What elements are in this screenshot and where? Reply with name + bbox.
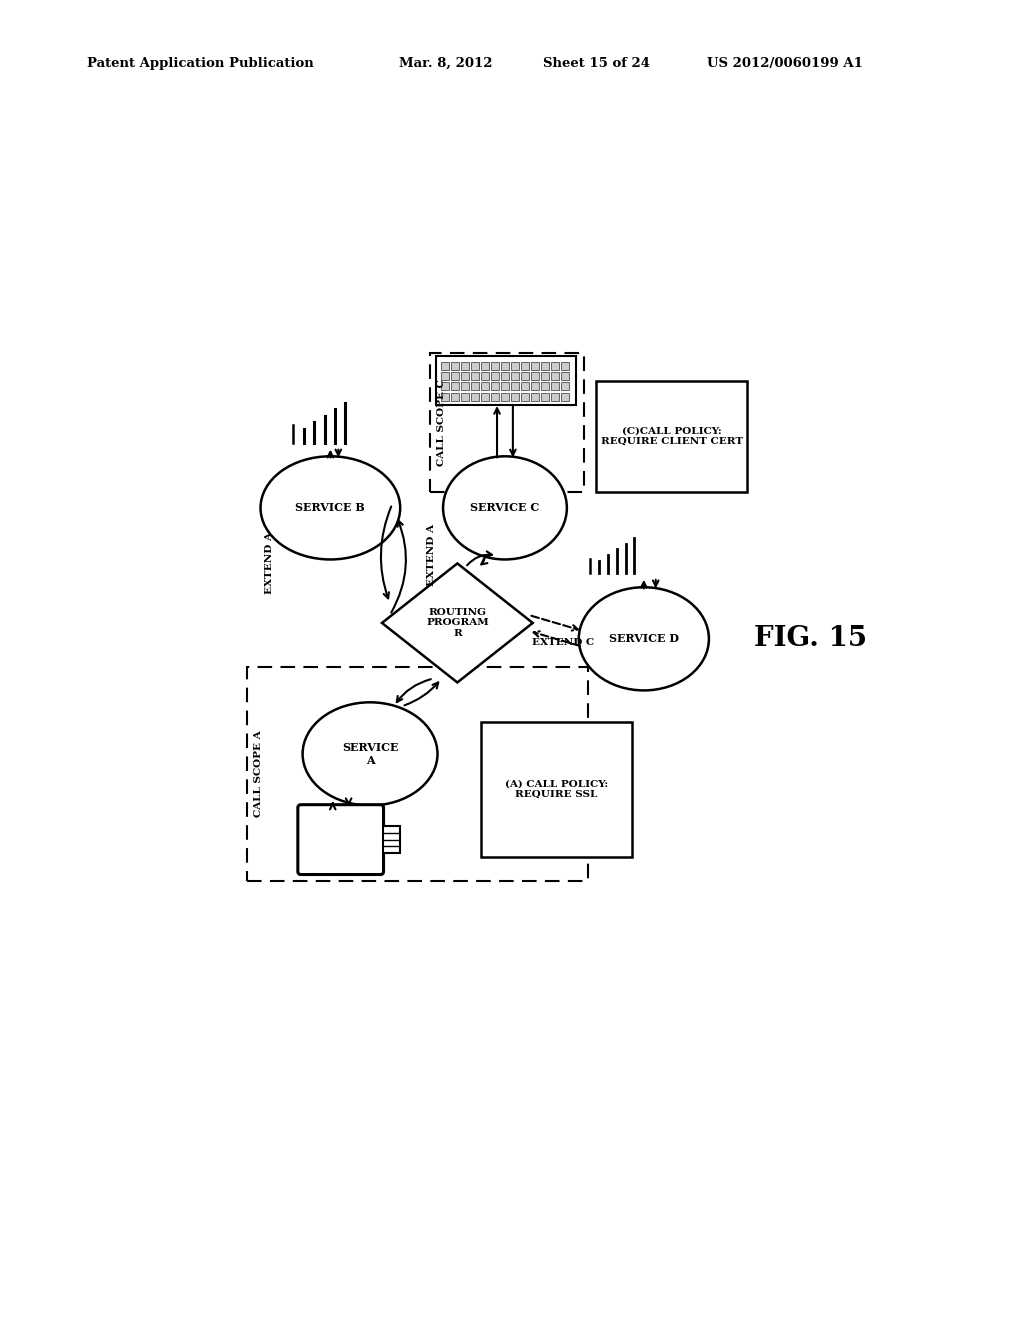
Bar — [531, 372, 539, 380]
Bar — [492, 383, 499, 391]
Ellipse shape — [260, 457, 400, 560]
Bar — [452, 372, 460, 380]
Text: SERVICE C: SERVICE C — [470, 503, 540, 513]
Bar — [471, 392, 479, 401]
Bar — [541, 372, 549, 380]
Bar — [561, 362, 569, 370]
Bar — [471, 362, 479, 370]
Bar — [561, 383, 569, 391]
Bar — [596, 381, 748, 492]
Text: CALL SCOPE A: CALL SCOPE A — [254, 730, 263, 817]
Bar — [452, 362, 460, 370]
Bar — [551, 372, 559, 380]
FancyBboxPatch shape — [298, 805, 384, 875]
Bar — [481, 372, 489, 380]
Bar — [541, 383, 549, 391]
Bar — [501, 383, 509, 391]
Bar — [471, 372, 479, 380]
Bar — [511, 383, 519, 391]
Bar — [561, 372, 569, 380]
Bar — [551, 392, 559, 401]
Bar — [492, 372, 499, 380]
Polygon shape — [382, 564, 532, 682]
Bar — [462, 383, 469, 391]
Bar — [481, 383, 489, 391]
Text: Sheet 15 of 24: Sheet 15 of 24 — [543, 57, 649, 70]
Bar — [541, 362, 549, 370]
Text: (C)CALL POLICY:
REQUIRE CLIENT CERT: (C)CALL POLICY: REQUIRE CLIENT CERT — [600, 426, 742, 446]
Bar — [441, 362, 450, 370]
Bar — [430, 354, 585, 492]
Bar — [481, 722, 632, 857]
Ellipse shape — [443, 457, 567, 560]
Bar — [501, 392, 509, 401]
Text: SERVICE B: SERVICE B — [296, 503, 366, 513]
Bar — [531, 383, 539, 391]
Bar — [561, 392, 569, 401]
Text: EXTEND A: EXTEND A — [265, 532, 273, 594]
Bar — [521, 383, 529, 391]
Bar — [492, 362, 499, 370]
Bar — [441, 392, 450, 401]
Bar — [436, 355, 577, 405]
Bar — [441, 383, 450, 391]
Text: (A) CALL POLICY:
REQUIRE SSL: (A) CALL POLICY: REQUIRE SSL — [505, 780, 608, 800]
Bar — [247, 667, 588, 880]
Bar — [462, 362, 469, 370]
Bar — [531, 362, 539, 370]
Bar — [531, 392, 539, 401]
Bar — [501, 372, 509, 380]
Text: EXTEND A: EXTEND A — [427, 524, 435, 586]
Bar — [462, 392, 469, 401]
Bar — [383, 826, 400, 853]
Bar — [501, 362, 509, 370]
Bar — [521, 362, 529, 370]
Bar — [551, 383, 559, 391]
Text: SERVICE
A: SERVICE A — [342, 742, 398, 766]
Bar — [511, 372, 519, 380]
Ellipse shape — [579, 587, 709, 690]
Bar — [441, 372, 450, 380]
Text: Mar. 8, 2012: Mar. 8, 2012 — [399, 57, 493, 70]
Text: ROUTING
PROGRAM
R: ROUTING PROGRAM R — [426, 609, 488, 638]
Ellipse shape — [303, 702, 437, 805]
Text: Patent Application Publication: Patent Application Publication — [87, 57, 313, 70]
Bar — [551, 362, 559, 370]
Bar — [541, 392, 549, 401]
Bar — [521, 372, 529, 380]
Bar — [481, 362, 489, 370]
Bar — [481, 392, 489, 401]
Bar — [521, 392, 529, 401]
Bar — [462, 372, 469, 380]
Bar — [511, 362, 519, 370]
Bar — [452, 392, 460, 401]
Text: SERVICE D: SERVICE D — [609, 634, 679, 644]
Text: FIG. 15: FIG. 15 — [754, 626, 867, 652]
Bar — [511, 392, 519, 401]
Bar — [492, 392, 499, 401]
Bar — [452, 383, 460, 391]
Text: US 2012/0060199 A1: US 2012/0060199 A1 — [707, 57, 862, 70]
Text: EXTEND C: EXTEND C — [531, 639, 594, 647]
Bar — [471, 383, 479, 391]
Text: CALL SCOPE C: CALL SCOPE C — [437, 379, 446, 466]
